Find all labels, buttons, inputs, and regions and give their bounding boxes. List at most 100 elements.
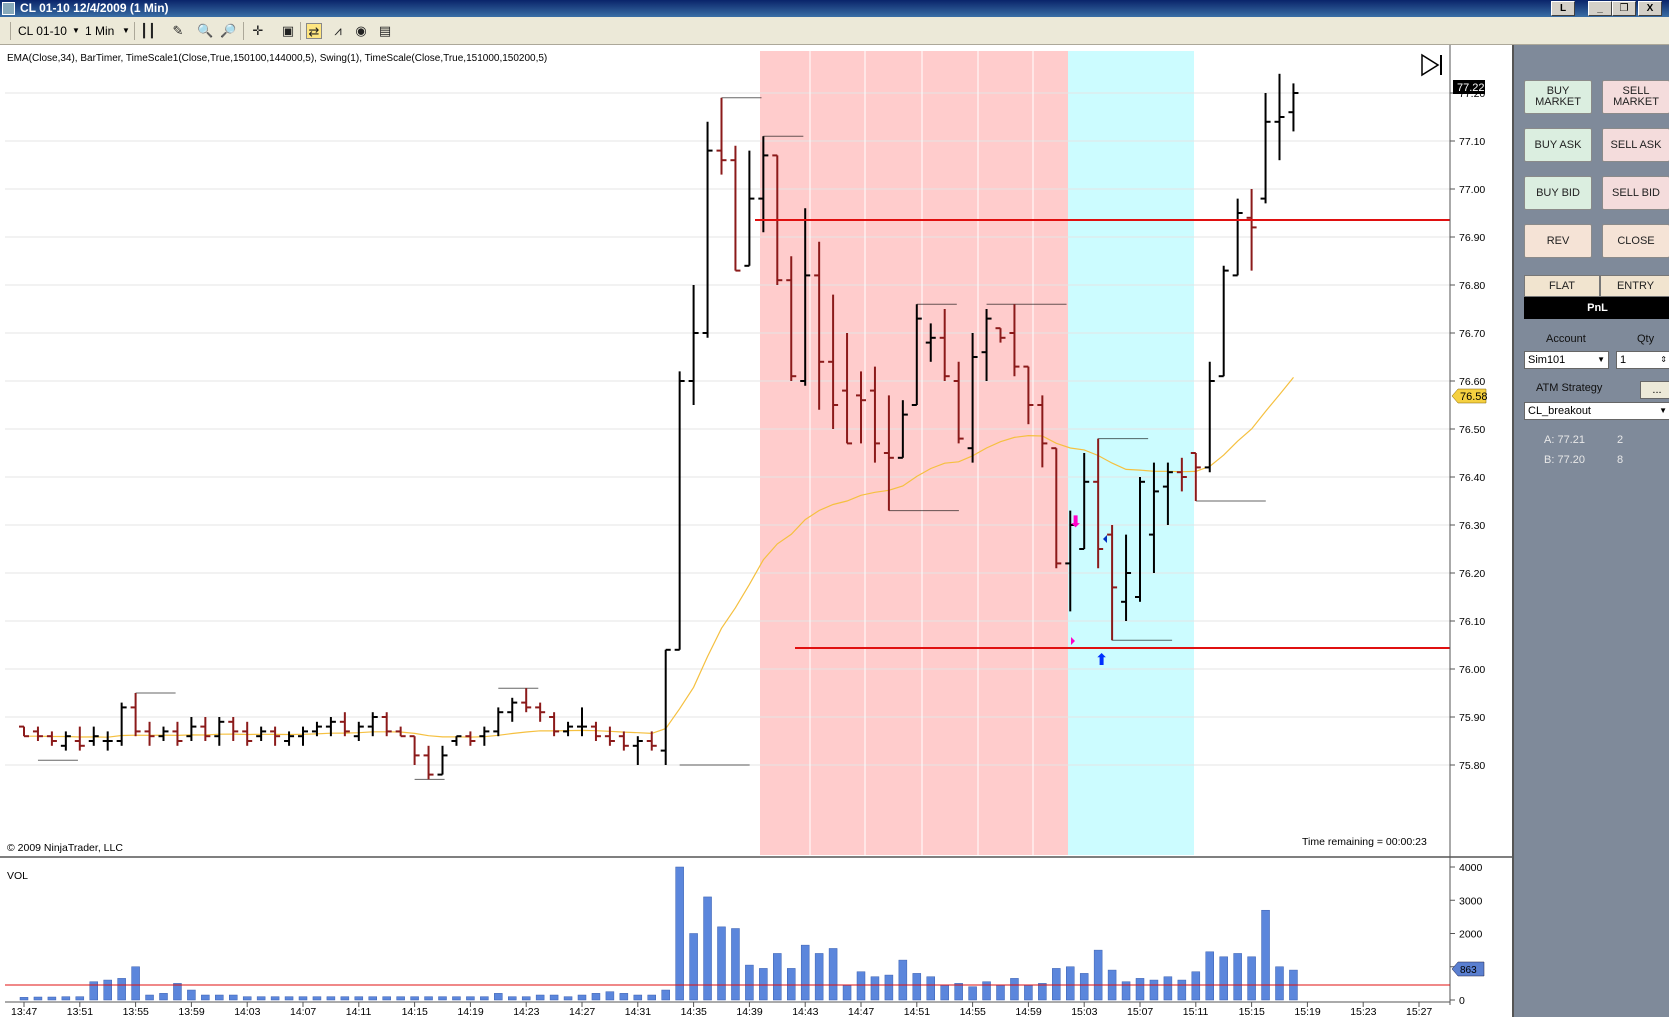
- position-tab[interactable]: FLAT: [1524, 275, 1600, 297]
- maximize-button[interactable]: ❐: [1612, 1, 1636, 16]
- ohlc-bar: [186, 717, 197, 741]
- ohlc-bar: [200, 717, 211, 741]
- ohlc-bar: [842, 333, 853, 445]
- volume-bar: [452, 996, 461, 1001]
- swing-marker-icon: [1103, 535, 1107, 543]
- volume-bar: [549, 994, 559, 1001]
- chevron-down-icon[interactable]: ▼: [72, 26, 80, 35]
- ohlc-bar: [688, 285, 699, 405]
- up-arrow-icon: ⬆: [1095, 652, 1108, 669]
- qty-input[interactable]: 1 ⇕: [1616, 351, 1669, 369]
- price-tick-label: 76.20: [1459, 568, 1485, 580]
- volume-bar: [814, 953, 824, 1001]
- ohlc-bar: [590, 721, 601, 741]
- down-arrow-icon: ⬇: [1069, 514, 1082, 531]
- time-tick-label: 13:47: [11, 1006, 37, 1017]
- bar-type-icon[interactable]: ┃┃: [140, 23, 156, 38]
- time-tick-label: 14:43: [792, 1006, 818, 1017]
- volume-bar: [494, 993, 503, 1001]
- ohlc-bar: [144, 721, 155, 746]
- volume-bar: [145, 994, 154, 1001]
- account-select[interactable]: Sim101 ▼: [1524, 351, 1609, 369]
- time-tick-label: 14:51: [904, 1006, 930, 1017]
- chevron-down-icon: ▼: [1659, 406, 1667, 415]
- volume-bar: [828, 948, 838, 1001]
- volume-bar: [912, 973, 922, 1001]
- volume-bar: [1079, 973, 1089, 1001]
- bid-size: 8: [1617, 454, 1624, 466]
- stepper-icon[interactable]: ⇕: [1660, 355, 1667, 364]
- properties-icon[interactable]: ▤: [378, 23, 392, 38]
- ohlc-bar: [74, 726, 85, 751]
- ohlc-bar: [535, 702, 546, 722]
- sell-ask-button[interactable]: SELL ASK: [1602, 128, 1669, 162]
- close-position-button[interactable]: CLOSE: [1602, 224, 1669, 258]
- chart-trader-icon[interactable]: ⇄: [306, 23, 322, 39]
- volume-bar: [745, 964, 754, 1001]
- ask-size: 2: [1617, 434, 1624, 446]
- close-window-button[interactable]: X: [1638, 1, 1662, 16]
- minimize-button[interactable]: _: [1588, 1, 1612, 16]
- ohlc-bar: [214, 717, 225, 746]
- ohlc-bar: [46, 731, 57, 746]
- ohlc-bar: [730, 145, 741, 272]
- time-tick-label: 15:15: [1239, 1006, 1265, 1017]
- time-tick-label: 15:07: [1127, 1006, 1153, 1017]
- volume-bar: [284, 996, 294, 1001]
- chart-toolbar: CL 01-10 ▼ 1 Min ▼ ┃┃ ✎ 🔍 🔎 ✛ ▣ ⇄ ⩘ ◉ ▤: [0, 17, 1669, 45]
- buy-market-button[interactable]: BUY MARKET: [1524, 80, 1592, 114]
- zoom-in-icon[interactable]: 🔍: [197, 23, 214, 38]
- sell-market-button[interactable]: SELL MARKET: [1602, 80, 1669, 114]
- ohlc-bar: [939, 309, 950, 381]
- strategies-icon[interactable]: ◉: [355, 23, 367, 38]
- buy-ask-button[interactable]: BUY ASK: [1524, 128, 1592, 162]
- ohlc-bar: [1135, 477, 1145, 602]
- ohlc-bar: [1218, 265, 1229, 378]
- ohlc-bar: [172, 721, 183, 746]
- buy-bid-button[interactable]: BUY BID: [1524, 176, 1592, 210]
- volume-tick-label: 0: [1459, 995, 1465, 1007]
- volume-badge-text: 863: [1460, 965, 1477, 976]
- price-tick-label: 76.40: [1459, 472, 1485, 484]
- ohlc-bar: [451, 735, 462, 746]
- indicators-icon[interactable]: ⩘: [334, 23, 342, 38]
- volume-bar: [633, 994, 643, 1001]
- ohlc-bar: [1107, 525, 1118, 641]
- ohlc-bar: [660, 648, 671, 765]
- time-tick-label: 15:11: [1183, 1006, 1209, 1017]
- volume-bar: [89, 981, 98, 1001]
- volume-bar: [773, 953, 782, 1001]
- zoom-out-icon[interactable]: 🔎: [220, 23, 237, 38]
- atm-strategy-select[interactable]: CL_breakout ▼: [1524, 402, 1669, 420]
- price-chart[interactable]: ⬇ ⬆ 77.2077.1077.0076.9076.8076.7076.607…: [0, 45, 1512, 1017]
- volume-bar: [1052, 968, 1061, 1001]
- chevron-down-icon[interactable]: ▼: [122, 26, 130, 35]
- instrument-selector[interactable]: CL 01-10: [18, 24, 67, 38]
- time-tick-label: 15:03: [1071, 1006, 1097, 1017]
- scroll-to-end-icon[interactable]: [1421, 53, 1442, 77]
- window-title: CL 01-10 12/4/2009 (1 Min): [20, 1, 169, 15]
- volume-bar: [926, 976, 935, 1001]
- sell-bid-button[interactable]: SELL BID: [1602, 176, 1669, 210]
- interval-selector[interactable]: 1 Min: [85, 24, 115, 38]
- time-tick-label: 14:07: [290, 1006, 316, 1017]
- volume-panel-label: VOL: [7, 870, 28, 882]
- ohlc-bar: [423, 745, 434, 780]
- link-button[interactable]: L: [1551, 1, 1575, 16]
- ohlc-bar: [911, 304, 922, 406]
- drawing-tool-icon[interactable]: ✎: [172, 23, 184, 38]
- reverse-button[interactable]: REV: [1524, 224, 1592, 258]
- data-box-icon[interactable]: ▣: [281, 23, 295, 38]
- volume-bar: [298, 996, 308, 1001]
- ohlc-bar: [1204, 361, 1215, 473]
- volume-bar: [340, 996, 350, 1001]
- ohlc-bar: [577, 707, 587, 737]
- crosshair-icon[interactable]: ✛: [252, 23, 264, 38]
- volume-bar: [424, 996, 433, 1001]
- chart-panel[interactable]: ⬇ ⬆ 77.2077.1077.0076.9076.8076.7076.607…: [0, 45, 1512, 1017]
- entry-tab[interactable]: ENTRY: [1600, 275, 1669, 297]
- ohlc-bar: [883, 395, 894, 511]
- ohlc-bar: [19, 725, 29, 738]
- time-tick-label: 15:23: [1350, 1006, 1376, 1017]
- atm-more-button[interactable]: ...: [1640, 381, 1669, 399]
